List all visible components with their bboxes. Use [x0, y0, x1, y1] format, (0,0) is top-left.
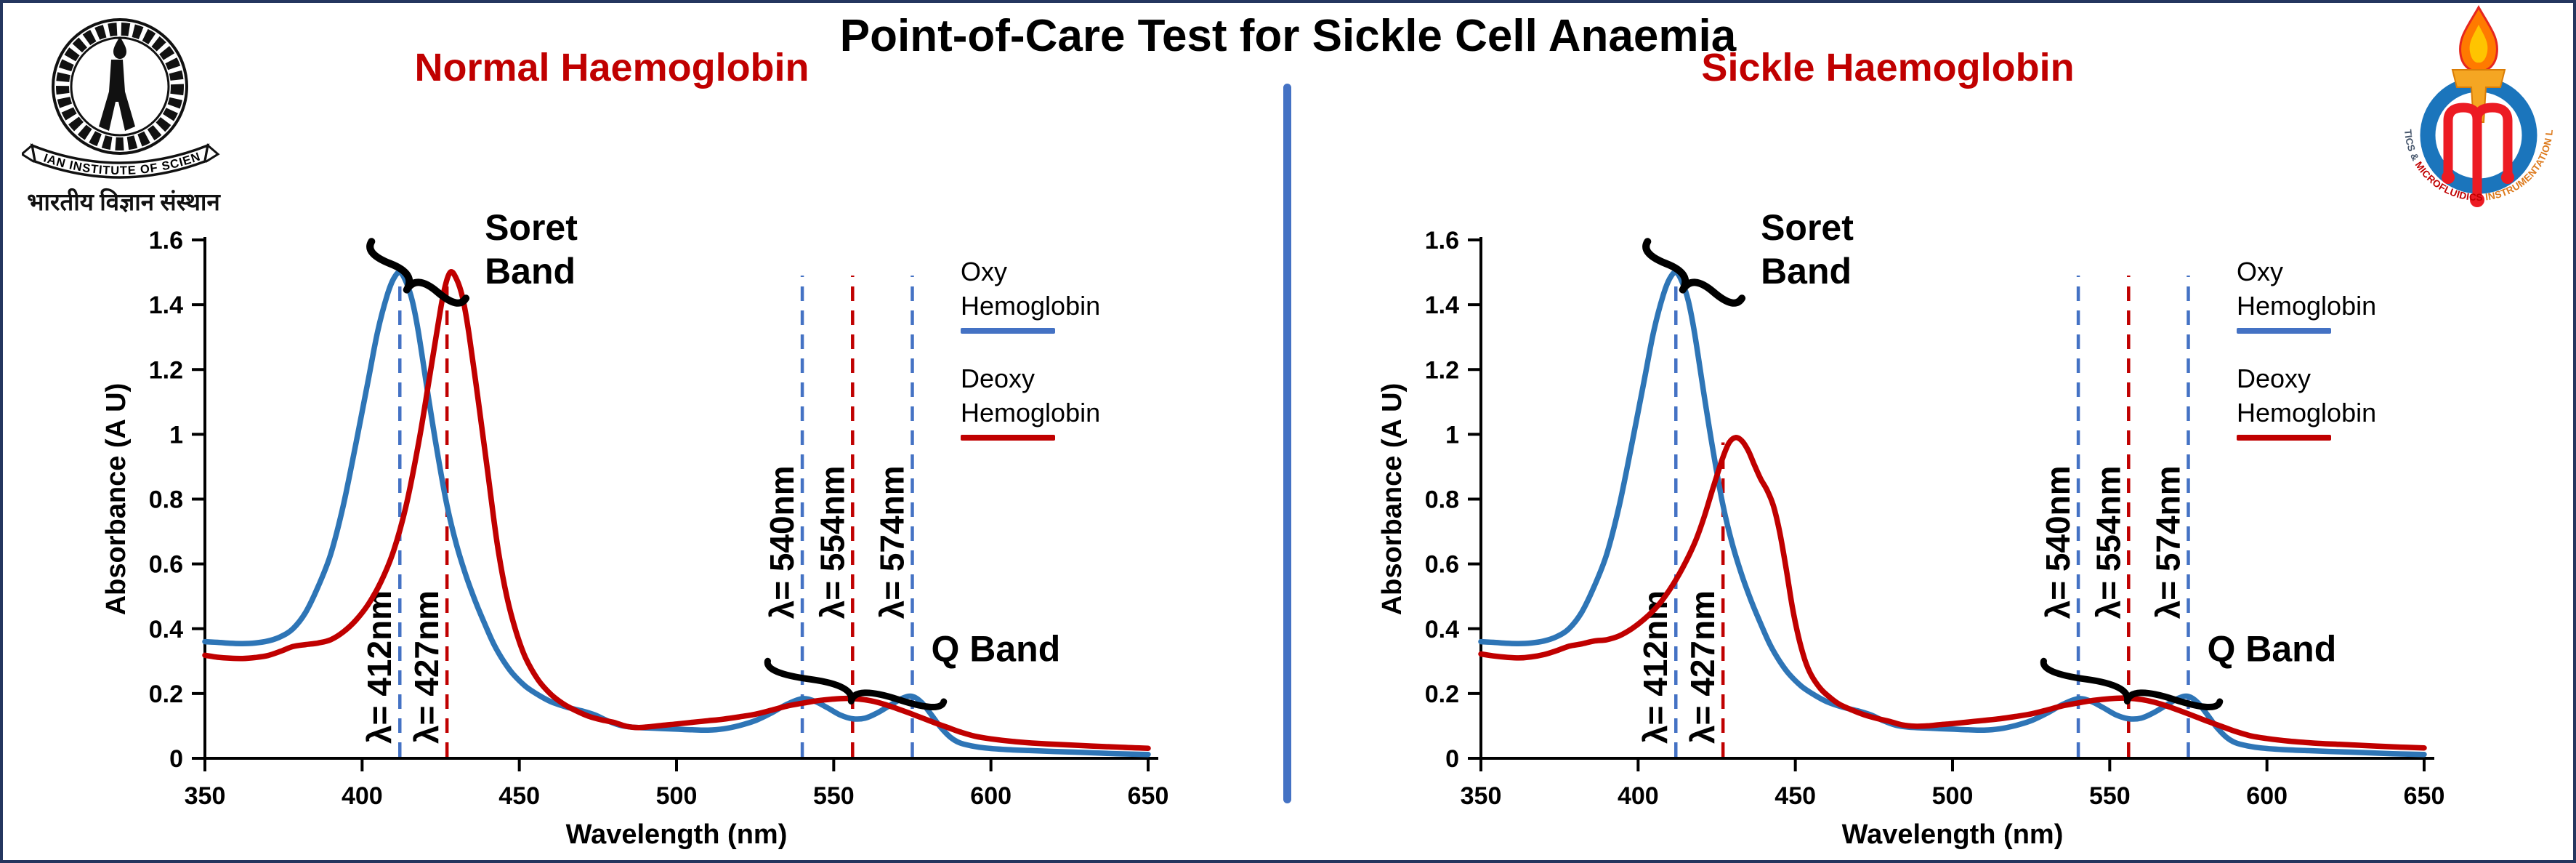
x-axis-title: Wavelength (nm) [1842, 819, 2064, 850]
legend-label-line: Oxy [961, 257, 1008, 286]
legend-label-line: Hemoglobin [961, 291, 1101, 321]
y-tick-label: 1.4 [1425, 292, 1459, 319]
legend-swatch-deoxy-line [961, 435, 1055, 441]
y-tick-label: 0.8 [1425, 486, 1459, 514]
x-axis-title: Wavelength (nm) [566, 819, 788, 850]
x-tick-label: 350 [1461, 782, 1502, 810]
peak-vline-label-540: λ= 540nm [2039, 465, 2077, 619]
iisc-lamp-flame-icon [113, 36, 126, 59]
omil-torch-icon [2451, 69, 2506, 123]
omil-m-monogram-icon [2443, 103, 2513, 203]
omil-flame-inner-icon [2469, 25, 2488, 63]
legend-label-line: Hemoglobin [2237, 398, 2377, 428]
y-tick-label: 1 [169, 421, 183, 449]
deoxy-hemoglobin-curve [1478, 435, 2427, 751]
legend-normal: Oxy Hemoglobin Deoxy Hemoglobin [961, 254, 1100, 441]
legend-label-line: Hemoglobin [961, 398, 1101, 428]
x-tick-label: 350 [185, 782, 226, 810]
chart-title-sickle: Sickle Haemoglobin [1701, 46, 2075, 89]
x-tick-label: 550 [2089, 782, 2131, 810]
iisc-banner-fold-right-icon [203, 143, 220, 163]
peak-vline-label-575: λ= 574nm [873, 465, 911, 619]
y-axis-title: Absorbance (A U) [1377, 383, 1408, 616]
y-tick-label: 0.2 [1425, 681, 1459, 708]
legend-label-line: Deoxy [961, 364, 1035, 393]
iisc-wreath-icon [56, 23, 184, 150]
x-tick-label: 550 [813, 782, 855, 810]
x-tick-label: 600 [970, 782, 1012, 810]
y-tick-label: 0.2 [149, 681, 183, 708]
peak-vline-label-540: λ= 540nm [763, 465, 801, 619]
soret-band-label: Band [1761, 251, 1852, 292]
legend-entry-deoxy: Deoxy Hemoglobin [2237, 361, 2376, 441]
soret-band-brace [366, 238, 470, 307]
legend-swatch-deoxy-line [2237, 435, 2331, 441]
deoxy-hemoglobin-curve [202, 269, 1151, 751]
peak-vline-label-427: λ= 427nm [1684, 590, 1721, 744]
iisc-banner-fold-left-icon [22, 143, 36, 163]
x-tick-label: 500 [1932, 782, 1974, 810]
legend-entry-oxy: Oxy Hemoglobin [961, 254, 1100, 334]
legend-entry-deoxy: Deoxy Hemoglobin [961, 361, 1100, 441]
y-tick-label: 1.6 [1425, 227, 1459, 254]
peak-vline-label-556: λ= 554nm [813, 465, 851, 619]
y-tick-label: 0 [1445, 745, 1459, 773]
soret-band-label: Soret [485, 207, 578, 248]
chart-title-normal: Normal Haemoglobin [414, 46, 809, 89]
y-tick-label: 1.6 [149, 227, 183, 254]
x-tick-label: 500 [656, 782, 698, 810]
x-tick-label: 600 [2246, 782, 2288, 810]
iisc-logo: INDIAN INSTITUTE OF SCIENCE [22, 10, 220, 179]
q-band-label: Q Band [931, 628, 1060, 669]
y-tick-label: 0 [169, 745, 183, 773]
legend-label-line: Oxy [2237, 257, 2284, 286]
y-axis-title: Absorbance (A U) [101, 383, 132, 616]
iisc-hindi-name: भारतीय विज्ञान संस्थान [27, 190, 220, 216]
omil-logo: OPTICS & MICROFLUIDICS INSTRUMENTATION L… [2391, 3, 2555, 207]
normal-haemoglobin-chart: 350 400 450 500 550 600 650 0 0.2 0.4 0.6 0.8 1 1.2 1.… [101, 207, 1168, 850]
x-tick-label: 450 [1774, 782, 1816, 810]
y-tick-label: 1 [1445, 421, 1459, 449]
x-tick-label: 400 [342, 782, 383, 810]
q-band-label: Q Band [2207, 628, 2336, 669]
y-tick-label: 1.4 [149, 292, 183, 319]
legend-label-line: Deoxy [2237, 364, 2311, 393]
legend-swatch-oxy-line [961, 328, 1055, 334]
y-tick-label: 0.4 [1425, 616, 1459, 643]
x-tick-label: 400 [1618, 782, 1659, 810]
iisc-outer-ring-icon [52, 18, 188, 155]
peak-vline-label-412: λ= 412nm [360, 590, 398, 744]
y-tick-label: 0.6 [149, 551, 183, 579]
legend-entry-oxy: Oxy Hemoglobin [2237, 254, 2376, 334]
x-tick-label: 450 [498, 782, 540, 810]
soret-band-brace [1642, 238, 1746, 307]
x-tick-label: 650 [2404, 782, 2445, 810]
legend-sickle: Oxy Hemoglobin Deoxy Hemoglobin [2237, 254, 2376, 441]
section-divider [1283, 84, 1291, 803]
peak-vline-label-556: λ= 554nm [2089, 465, 2127, 619]
x-tick-label: 650 [1128, 782, 1169, 810]
omil-m-dots-icon [2442, 171, 2514, 207]
y-tick-label: 1.2 [1425, 356, 1459, 384]
q-band-brace [764, 657, 948, 711]
y-tick-label: 0.4 [149, 616, 183, 643]
q-band-brace [2040, 657, 2224, 711]
page-title: Point-of-Care Test for Sickle Cell Anaem… [839, 11, 1737, 61]
legend-swatch-oxy-line [2237, 328, 2331, 334]
soret-band-label: Soret [1761, 207, 1854, 248]
sickle-haemoglobin-chart: 350 400 450 500 550 600 650 0 0.2 0.4 0.6 0.8 1 1.2 1.… [1377, 207, 2444, 850]
soret-band-label: Band [485, 251, 576, 292]
peak-vline-label-427: λ= 427nm [408, 590, 445, 744]
y-tick-label: 0.6 [1425, 551, 1459, 579]
legend-label-line: Hemoglobin [2237, 291, 2377, 321]
peak-vline-label-412: λ= 412nm [1636, 590, 1674, 744]
oxy-hemoglobin-curve [202, 269, 1151, 758]
y-tick-label: 1.2 [149, 356, 183, 384]
omil-arc-text-optics: OPTICS & [2391, 3, 2423, 165]
y-tick-label: 0.8 [149, 486, 183, 514]
iisc-tower-icon [99, 60, 135, 131]
peak-vline-label-575: λ= 574nm [2149, 465, 2187, 619]
